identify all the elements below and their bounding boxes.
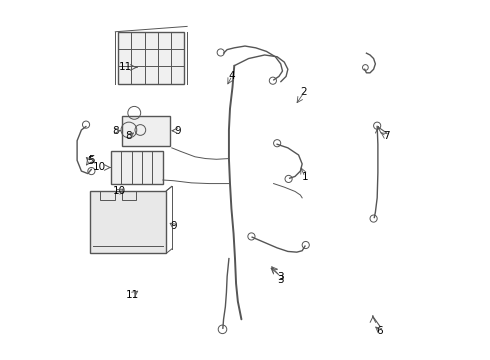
Text: 2: 2 bbox=[301, 87, 307, 98]
Bar bbox=[122, 191, 136, 200]
Text: 11: 11 bbox=[126, 290, 139, 300]
Text: 1: 1 bbox=[302, 172, 308, 182]
Text: 10: 10 bbox=[113, 186, 126, 197]
Text: 3: 3 bbox=[277, 275, 284, 285]
Text: 4: 4 bbox=[229, 71, 236, 81]
Text: 5: 5 bbox=[89, 156, 95, 165]
Text: 8: 8 bbox=[113, 126, 119, 136]
Text: 10: 10 bbox=[93, 162, 106, 172]
Text: 6: 6 bbox=[377, 326, 383, 336]
Bar bbox=[122, 116, 170, 146]
Bar bbox=[111, 152, 163, 184]
Text: 9: 9 bbox=[170, 221, 177, 231]
Text: 3: 3 bbox=[277, 272, 284, 282]
Text: 9: 9 bbox=[174, 126, 181, 136]
Text: 8: 8 bbox=[125, 131, 132, 141]
Bar bbox=[118, 32, 184, 84]
Bar bbox=[100, 191, 115, 200]
Text: 7: 7 bbox=[383, 131, 390, 141]
Text: 11: 11 bbox=[119, 63, 132, 72]
Text: 5: 5 bbox=[87, 157, 94, 166]
Bar bbox=[90, 191, 167, 253]
